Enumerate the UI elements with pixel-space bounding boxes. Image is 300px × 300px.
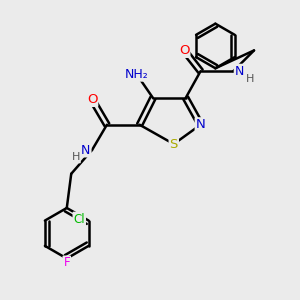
- Text: S: S: [169, 138, 178, 151]
- Text: H: H: [71, 152, 80, 162]
- Text: N: N: [81, 143, 91, 157]
- Text: F: F: [64, 256, 70, 269]
- Text: Cl: Cl: [74, 213, 85, 226]
- Text: O: O: [87, 93, 97, 106]
- Text: N: N: [235, 65, 244, 78]
- Text: NH₂: NH₂: [125, 68, 148, 81]
- Text: O: O: [179, 44, 189, 57]
- Text: N: N: [196, 118, 206, 131]
- Text: H: H: [245, 74, 254, 84]
